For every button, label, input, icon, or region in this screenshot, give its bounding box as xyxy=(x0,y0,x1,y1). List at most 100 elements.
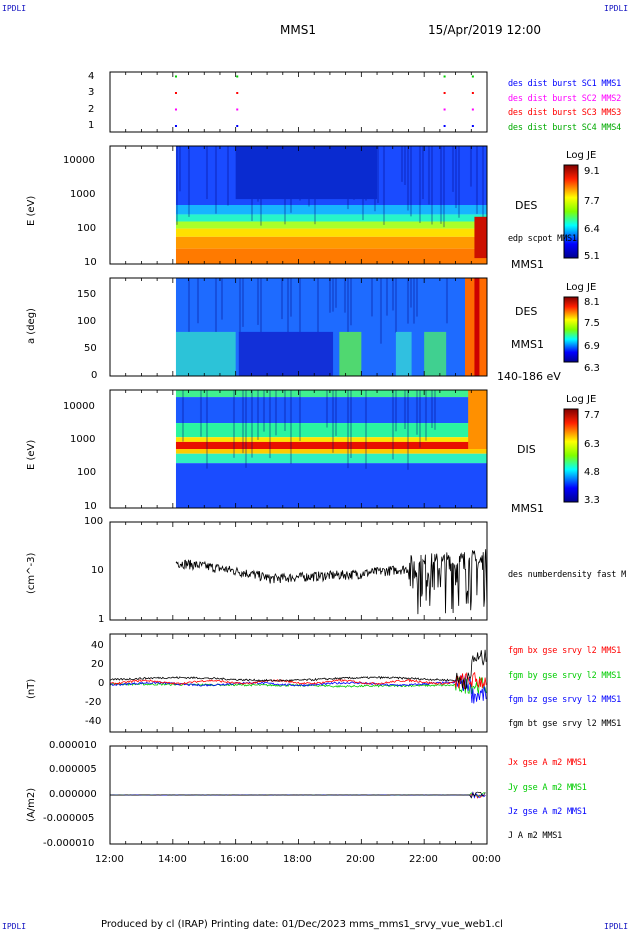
ylabel-bfield: (nT) xyxy=(26,678,37,699)
tick-label: -20 xyxy=(85,697,102,708)
spectrogram-band xyxy=(175,453,487,464)
spectrogram-stripe xyxy=(394,278,397,333)
tick-label: 10 xyxy=(91,565,104,576)
spectrogram-stripe xyxy=(424,390,427,441)
spectrogram-band xyxy=(175,463,487,508)
tick-label: 2 xyxy=(88,104,95,115)
side-label-des: DES xyxy=(515,199,538,212)
panel-frame xyxy=(109,521,488,621)
spectrogram-stripe xyxy=(181,390,184,442)
density-trace xyxy=(175,549,487,615)
spectrogram-band xyxy=(238,331,334,376)
colorbar-tick: 8.1 xyxy=(584,297,600,308)
spectrogram-band xyxy=(175,248,487,264)
spectrogram-stripe xyxy=(331,390,334,453)
colorbar xyxy=(563,296,579,363)
spectrogram-stripe xyxy=(349,390,352,459)
legend-entry: des dist burst SC4 MMS4 xyxy=(508,123,622,133)
spectrogram-stripe xyxy=(220,278,223,320)
spectrogram-stripe xyxy=(442,146,445,228)
spectrogram-band xyxy=(235,146,378,200)
side-label-energy-range: 140-186 eV xyxy=(497,370,561,383)
legend-entry: Jz gse A m2 MMS1 xyxy=(508,807,587,817)
spectrogram xyxy=(175,390,487,508)
spectrogram-band xyxy=(175,214,487,222)
spectrogram-stripe xyxy=(241,390,244,454)
x-tick-label: 16:00 xyxy=(220,854,249,865)
spectrogram-stripe xyxy=(232,390,235,458)
spectrogram-band xyxy=(175,390,487,398)
tick-label: 1000 xyxy=(70,434,96,445)
ylabel-dis-energy: E (eV) xyxy=(26,439,37,470)
tick-label: 50 xyxy=(84,343,97,354)
spectrogram-stripe xyxy=(214,278,217,336)
spectrogram-stripe xyxy=(238,278,241,333)
tick-label: 10000 xyxy=(63,155,95,166)
spectrogram-stripe xyxy=(244,390,247,468)
spectrogram-stripe xyxy=(451,146,454,192)
spectrogram-stripe xyxy=(175,146,178,225)
spectrogram-stripe xyxy=(187,278,190,336)
ylabel-current: (A/m2) xyxy=(26,787,37,822)
spectrogram-stripe xyxy=(199,390,202,437)
burst-marker xyxy=(443,125,446,127)
spectrogram-stripe xyxy=(187,146,190,217)
spectrogram-stripe xyxy=(394,390,397,432)
spectrogram xyxy=(175,278,487,376)
colorbar-tick: 3.3 xyxy=(584,495,600,506)
tick-label: 1 xyxy=(98,614,105,625)
spectrogram-stripe xyxy=(205,146,208,200)
spectrogram-stripe xyxy=(409,146,412,217)
spectrogram-stripe xyxy=(214,146,217,214)
spectrogram-band xyxy=(339,331,362,376)
corner-label-bl: IPDLI xyxy=(2,922,27,931)
side-label-dis: DIS xyxy=(517,443,536,456)
burst-marker xyxy=(236,125,239,127)
spectrogram-stripe xyxy=(403,146,406,185)
colorbar-title: Log JE xyxy=(566,282,597,293)
spectrogram-stripe xyxy=(346,278,349,334)
spectrogram-stripe xyxy=(415,390,418,435)
ylabel-des-energy: E (eV) xyxy=(26,195,37,226)
spectrogram-band xyxy=(175,228,487,237)
spectrogram-stripe xyxy=(445,278,448,324)
spectrogram-stripe xyxy=(433,390,436,430)
burst-marker xyxy=(236,75,239,78)
colorbar-tick: 6.3 xyxy=(584,439,600,450)
x-tick-label: 12:00 xyxy=(95,854,124,865)
spectrogram-stripe xyxy=(469,146,472,187)
spectrogram-stripe xyxy=(457,146,460,218)
tick-label: 1 xyxy=(88,120,95,131)
corner-label-br: IPDLI xyxy=(604,922,629,931)
burst-marker xyxy=(174,92,177,94)
spectrogram-stripe xyxy=(328,278,331,313)
spectrogram-stripe xyxy=(364,390,367,469)
spectrogram-band xyxy=(474,216,487,259)
tick-label: 100 xyxy=(77,316,97,327)
spectrogram-stripe xyxy=(406,278,409,324)
spectrogram-stripe xyxy=(346,390,349,469)
spectrogram-band xyxy=(175,221,487,229)
colorbar-tick: 9.1 xyxy=(584,166,600,177)
spectrogram-band xyxy=(395,331,412,376)
spectrogram-stripe xyxy=(316,278,319,338)
legend-entry: fgm bt gse srvy l2 MMS1 xyxy=(508,719,622,729)
burst-marker xyxy=(471,125,474,127)
spectrogram-stripe xyxy=(418,146,421,224)
spectrogram-stripe xyxy=(298,390,301,442)
spectrogram-stripe xyxy=(289,278,292,317)
spectrogram-stripe xyxy=(250,390,253,458)
spectrogram-stripe xyxy=(286,278,289,336)
burst-marker xyxy=(471,92,474,94)
colorbar-tick: 4.8 xyxy=(584,467,600,478)
tick-label: 0.000010 xyxy=(49,740,97,751)
spectrogram-stripe xyxy=(430,390,433,428)
spectrogram-stripe xyxy=(289,390,292,464)
burst-marker xyxy=(443,108,446,111)
spectrogram-stripe xyxy=(439,146,442,224)
spectrogram-stripe xyxy=(178,146,181,192)
tick-label: 100 xyxy=(84,516,104,527)
tick-label: 10 xyxy=(84,501,97,512)
colorbar xyxy=(563,408,579,503)
